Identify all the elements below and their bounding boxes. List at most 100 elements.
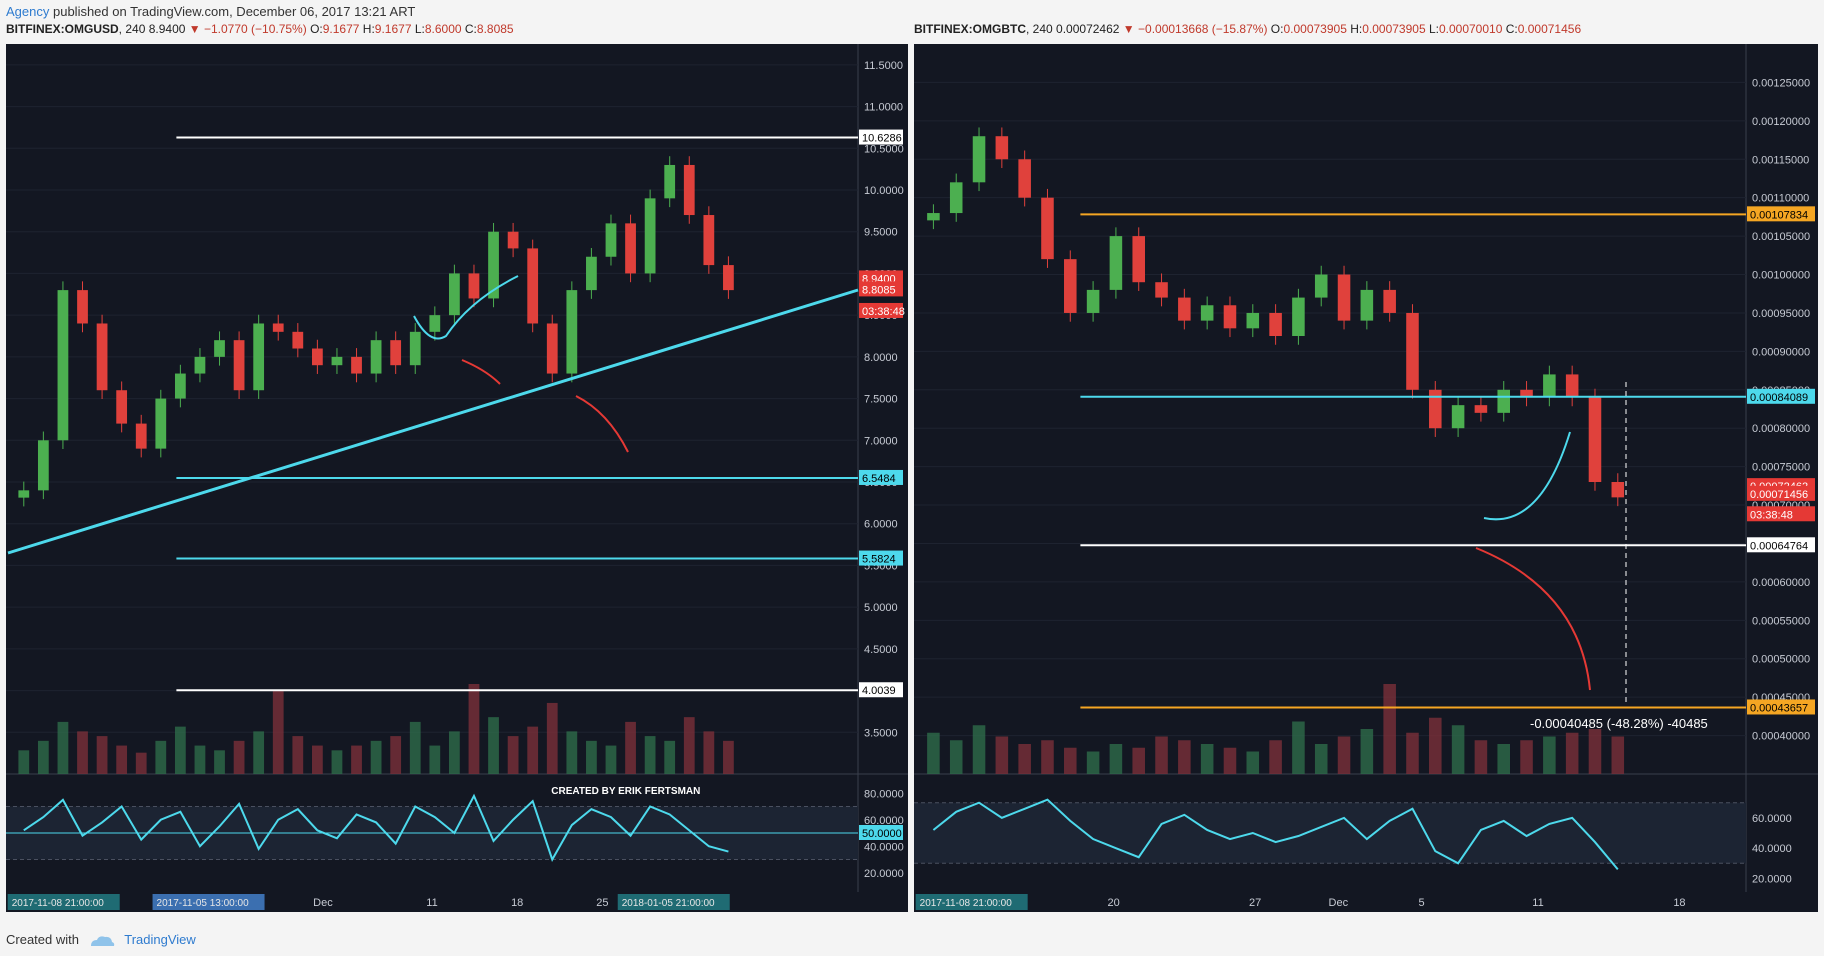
volume-bar <box>1086 751 1100 774</box>
trendline <box>7 288 859 555</box>
volume-bar <box>1041 740 1054 774</box>
tradingview-cloud-icon <box>90 935 114 946</box>
volume-bar <box>135 752 147 774</box>
y-tick-label: 3.5000 <box>864 727 898 739</box>
y-tick-label: 10.5000 <box>864 143 904 155</box>
candle-body <box>1041 197 1054 260</box>
price-label-tag <box>1747 388 1815 404</box>
volume-bar <box>527 726 539 774</box>
tradingview-link[interactable]: TradingView <box>124 932 196 947</box>
volume-bar <box>233 740 245 774</box>
x-time-badge <box>915 894 1028 910</box>
volume-bar <box>566 731 578 774</box>
left-open: 9.1677 <box>322 22 360 36</box>
price-label-tag <box>1747 537 1815 553</box>
x-time-badge-text: 2017-11-05 13:00:00 <box>157 898 250 909</box>
y-tick-label: 0.00120000 <box>1752 116 1810 128</box>
candle-body <box>37 440 49 491</box>
candle-body <box>703 215 715 266</box>
candle-body <box>1018 159 1031 198</box>
x-tick-label: 27 <box>1249 897 1261 909</box>
price-label-text: 8.8085 <box>862 284 896 296</box>
y-tick-label: 0.00125000 <box>1752 77 1810 89</box>
rsi-tick-label: 40.0000 <box>864 841 904 853</box>
candle-body <box>586 256 597 291</box>
volume-bar <box>625 721 636 774</box>
author-link[interactable]: Agency <box>6 4 50 19</box>
price-label-text: 0.00107834 <box>1750 209 1808 221</box>
volume-bar <box>995 736 1009 774</box>
y-tick-label: 0.00075000 <box>1752 462 1810 474</box>
candle-body <box>1520 389 1533 398</box>
right-open: 0.00073905 <box>1283 22 1347 36</box>
volume-bar <box>1337 736 1351 774</box>
volume-bar <box>1292 721 1305 774</box>
x-tick-label: 11 <box>1532 897 1543 909</box>
volume-bar <box>1132 747 1145 774</box>
y-tick-label: 0.00100000 <box>1752 270 1810 282</box>
y-tick-label: 8.0000 <box>864 352 898 364</box>
volume-bar <box>644 736 656 774</box>
y-tick-label: 0.00055000 <box>1752 615 1810 627</box>
y-tick-label: 0.00110000 <box>1752 193 1809 205</box>
candle-body <box>566 290 578 374</box>
x-time-badge-text: 2017-11-08 21:00:00 <box>12 898 105 909</box>
price-label-text: 6.5484 <box>862 473 896 485</box>
volume-bar <box>1200 744 1214 774</box>
volume-bar <box>605 745 617 774</box>
volume-bar <box>409 721 421 774</box>
volume-bar <box>1497 744 1511 774</box>
candle-body <box>96 323 108 391</box>
volume-bar <box>1383 684 1396 774</box>
candle-body <box>507 231 519 249</box>
candle-body <box>370 340 382 374</box>
price-label-text: 0.00084089 <box>1750 392 1808 404</box>
volume-bar <box>546 702 558 774</box>
volume-bar <box>972 725 986 774</box>
created-with-text: Created with <box>6 932 79 947</box>
candle-body <box>1064 259 1077 313</box>
volume-bar <box>1246 751 1260 774</box>
rsi-tick-label: 20.0000 <box>864 868 904 880</box>
price-label-text: 03:38:48 <box>862 306 905 318</box>
candle-body <box>1451 405 1465 429</box>
rsi-current-label: 50.0000 <box>862 828 902 840</box>
volume-bar <box>214 750 225 774</box>
volume-bar <box>429 745 441 774</box>
candle-body <box>468 273 480 299</box>
price-axis <box>1746 44 1818 912</box>
left-interval: 240 <box>125 22 146 36</box>
price-label-text: 03:38:48 <box>1750 509 1793 521</box>
drop-arrow <box>461 359 501 385</box>
y-tick-label: 0.00080000 <box>1752 423 1810 435</box>
x-tick-label: Dec <box>1329 897 1349 909</box>
volume-bar <box>1018 744 1031 774</box>
right-symbol[interactable]: BITFINEX:OMGBTC <box>914 22 1026 36</box>
candle-body <box>1588 397 1602 482</box>
left-symbol[interactable]: BITFINEX:OMGUSD <box>6 22 119 36</box>
candle-body <box>155 398 167 449</box>
price-label-tag <box>859 129 903 145</box>
right-last: 0.00072462 <box>1056 22 1120 36</box>
pane-omgusd: 11.500011.000010.500010.00009.50009.0000… <box>6 44 908 912</box>
drop-arrow <box>1475 547 1591 691</box>
y-tick-label: 4.5000 <box>864 644 898 656</box>
time-axis <box>914 892 1818 912</box>
volume-bar <box>1611 736 1625 774</box>
rsi-current-tag <box>859 825 903 840</box>
x-time-badge <box>152 894 265 910</box>
x-tick-label: 20 <box>1108 897 1120 909</box>
left-last: 8.9400 <box>148 22 186 36</box>
candle-body <box>1474 405 1488 413</box>
volume-bar <box>449 731 460 774</box>
candle-body <box>331 356 343 366</box>
rsi-tick-label: 40.0000 <box>1752 843 1792 855</box>
main-plot-area <box>6 44 858 774</box>
price-label-text: 0.00064764 <box>1750 540 1808 552</box>
x-tick-label: 11 <box>426 897 437 909</box>
candle-body <box>1132 236 1145 283</box>
candle-body <box>57 290 69 441</box>
volume-bar <box>1064 747 1077 774</box>
price-label-tag <box>1747 506 1815 522</box>
